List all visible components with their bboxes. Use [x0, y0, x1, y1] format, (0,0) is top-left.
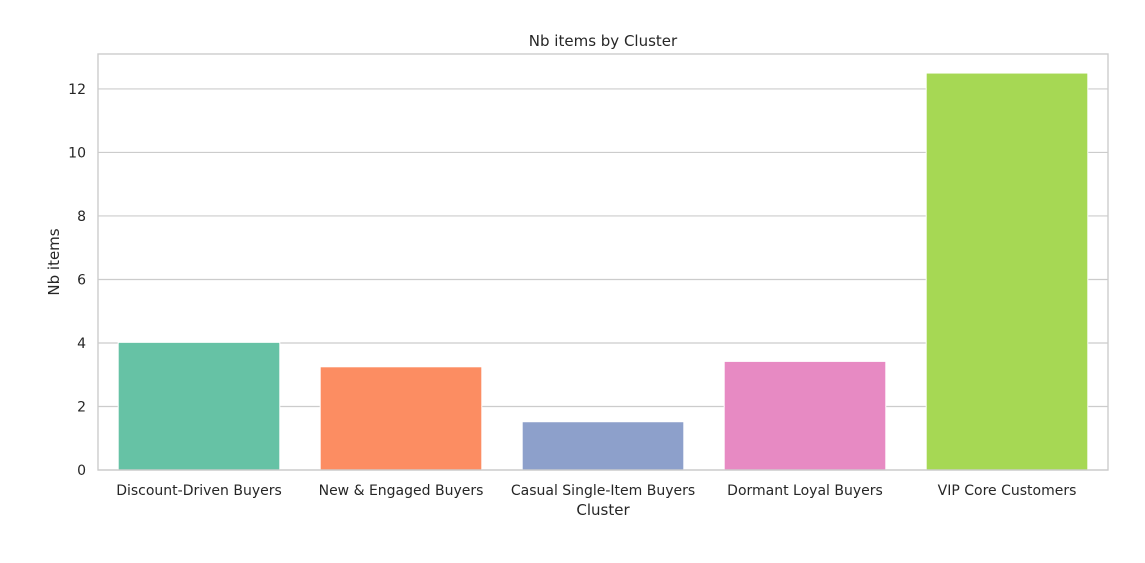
y-tick-label: 2: [77, 399, 86, 415]
y-tick-label: 10: [68, 145, 86, 161]
x-tick-label: Casual Single-Item Buyers: [511, 483, 695, 499]
y-tick-label: 4: [77, 336, 86, 352]
y-tick-labels: 0 2 4 6 8 10 12: [68, 82, 86, 479]
y-tick-label: 8: [77, 209, 86, 225]
bars: [117, 72, 1089, 471]
x-tick-labels: Discount-Driven Buyers New & Engaged Buye…: [116, 483, 1076, 499]
x-tick-label: VIP Core Customers: [938, 483, 1077, 499]
y-axis-label: Nb items: [45, 228, 63, 295]
y-tick-label: 6: [77, 272, 86, 288]
y-tick-label: 0: [77, 463, 86, 479]
x-tick-label: New & Engaged Buyers: [319, 483, 484, 499]
chart-title: Nb items by Cluster: [529, 32, 678, 50]
bar: [319, 366, 483, 471]
x-tick-label: Dormant Loyal Buyers: [727, 483, 883, 499]
bar: [723, 360, 887, 471]
bar: [117, 341, 281, 471]
y-tick-label: 12: [68, 82, 86, 98]
x-tick-label: Discount-Driven Buyers: [116, 483, 282, 499]
bar: [925, 72, 1089, 471]
plot-frame: [97, 53, 1109, 471]
bar: [521, 421, 685, 471]
x-axis-label: Cluster: [576, 501, 630, 519]
